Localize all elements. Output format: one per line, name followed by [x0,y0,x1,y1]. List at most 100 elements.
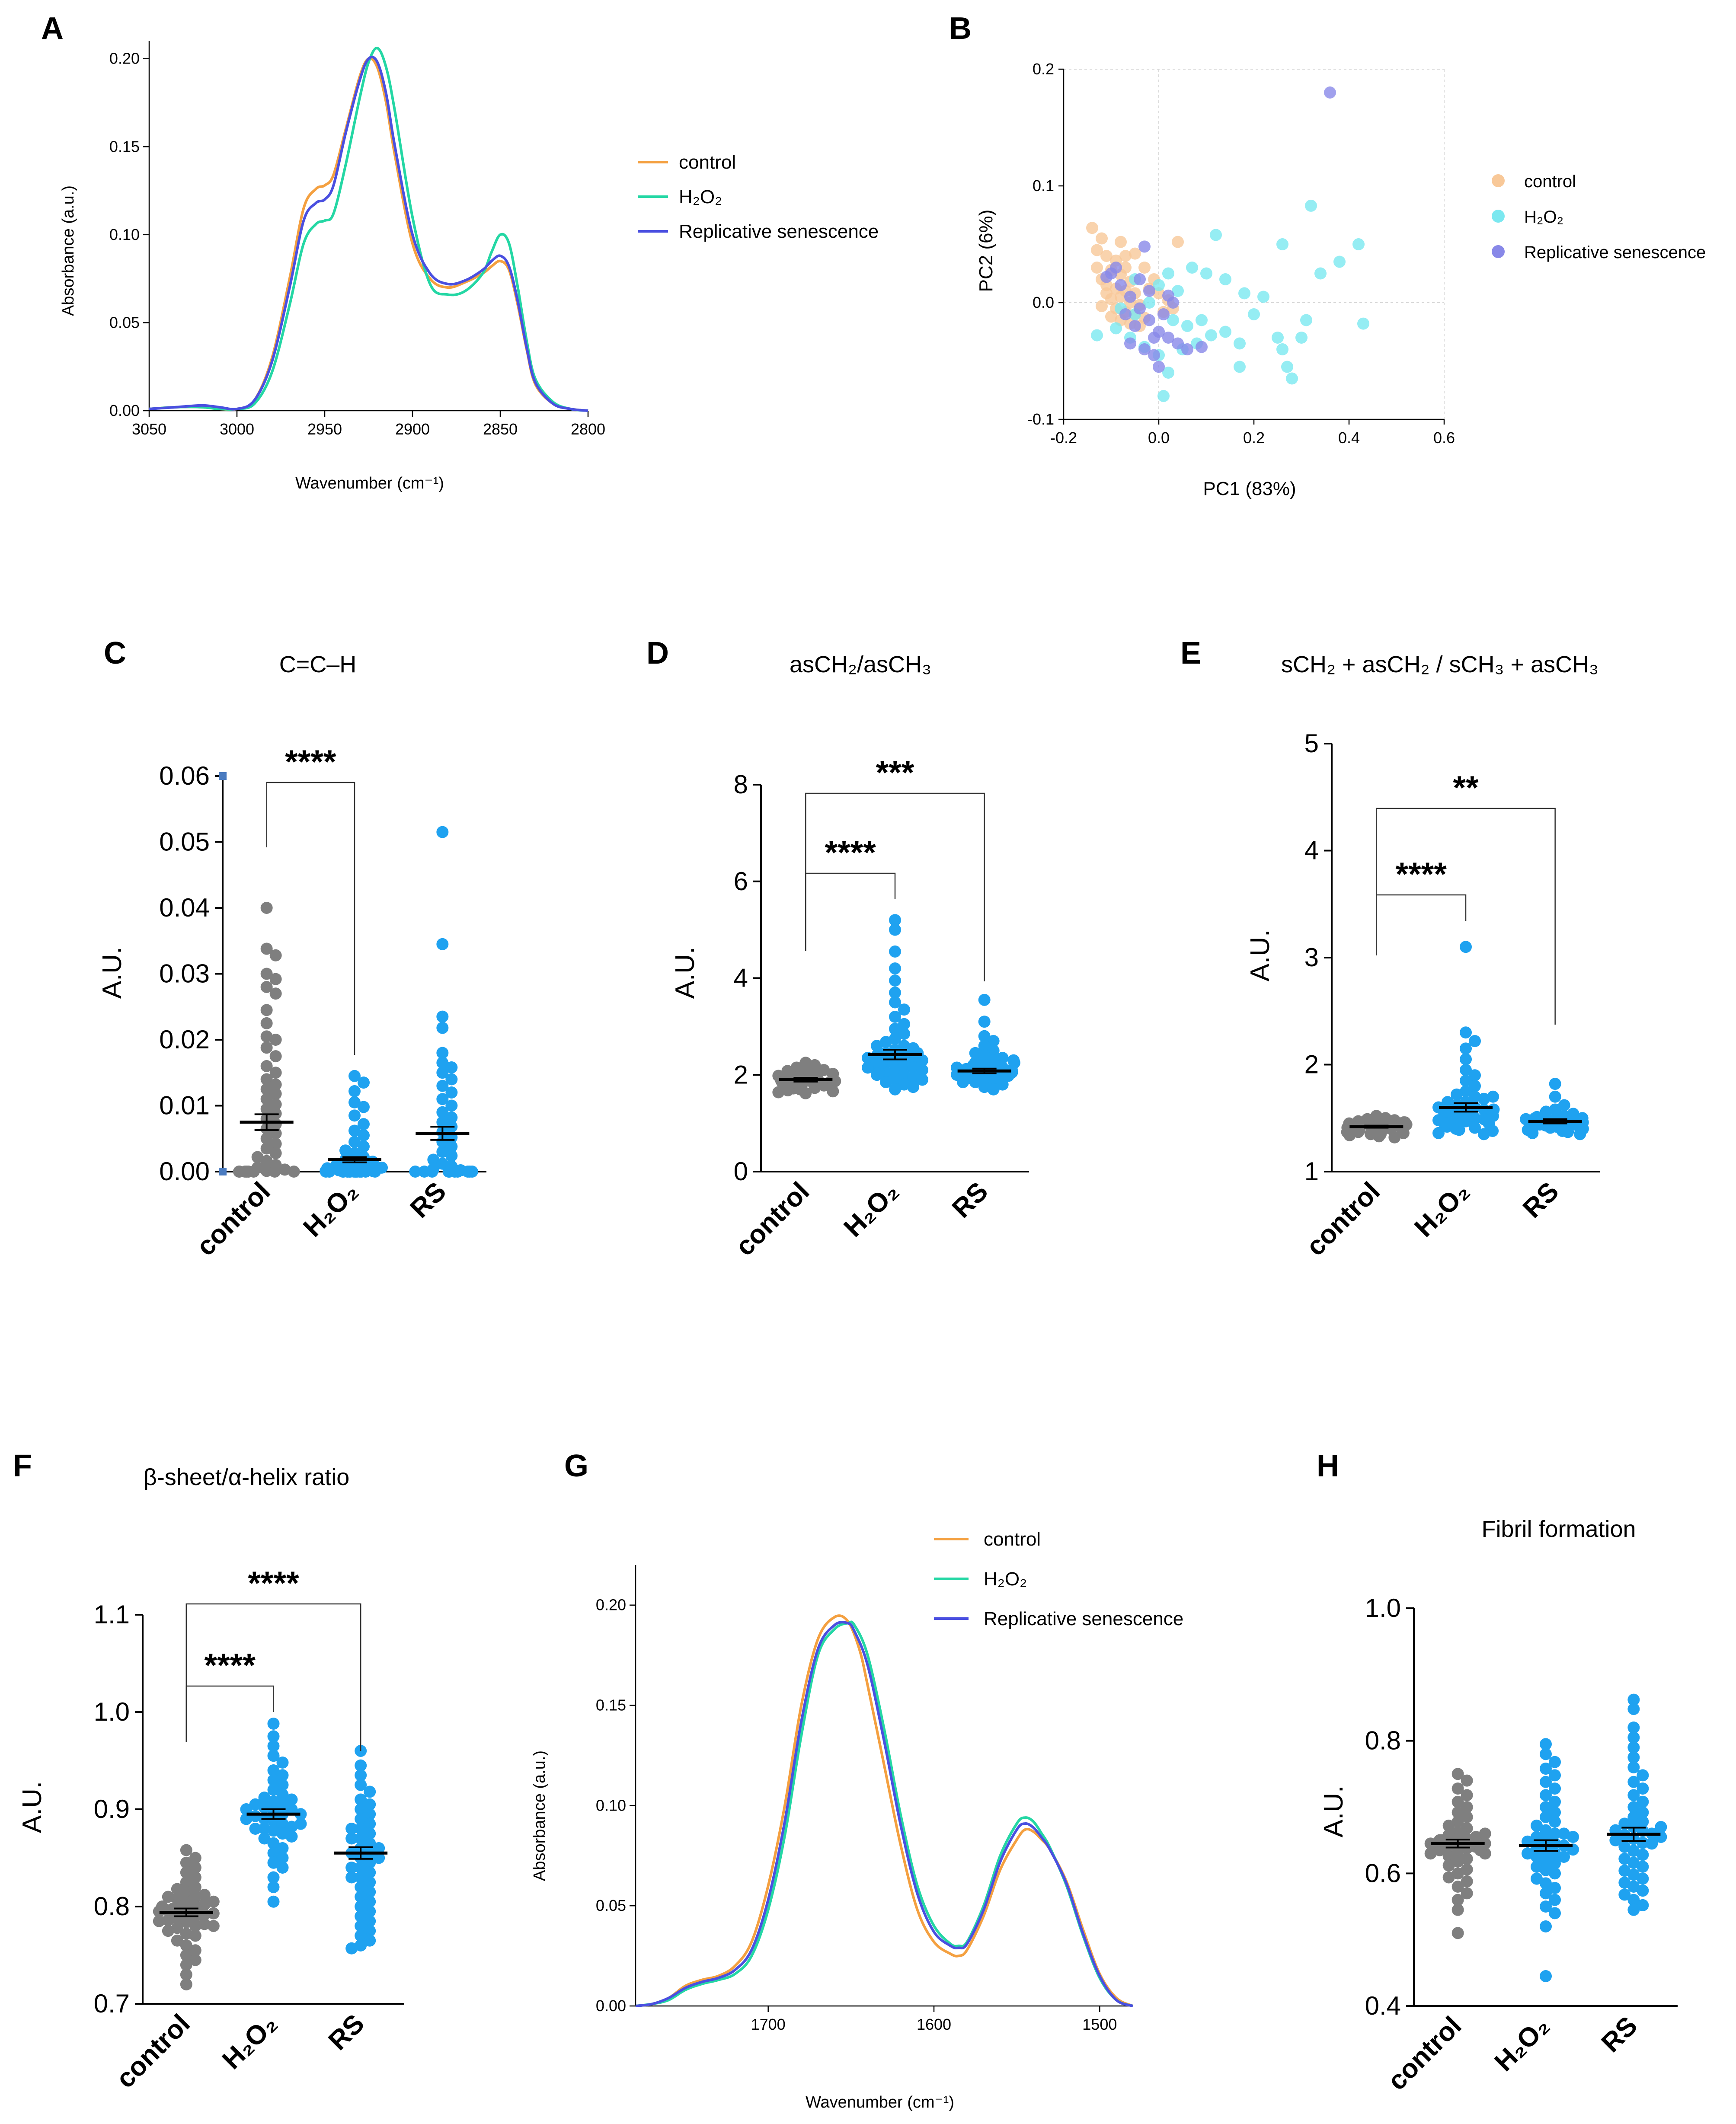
chart-b-point-0 [1172,236,1184,248]
chart-e-y-tick-label: 5 [1304,729,1319,758]
chart-d-category-label: RS [946,1176,994,1224]
chart-g-x-tick-label: 1500 [1082,2015,1117,2033]
chart-e-point-3-1 [1453,1124,1465,1136]
chart-d-point-3-1 [889,962,901,974]
chart-c-point-3-0 [270,1147,282,1159]
chart-c-point-3-2 [436,1022,448,1034]
chart-f-point-3-1 [268,1718,280,1730]
chart-d-significance-bracket [806,873,895,951]
chart-b-point-2 [1196,341,1208,353]
chart-d-category-label: control [730,1176,815,1262]
chart-h-point-3-1 [1558,1827,1570,1840]
panel-label-g: G [564,1449,588,1483]
chart-h-point-3-2 [1627,1703,1640,1715]
chart-h-point-3-2 [1637,1849,1649,1861]
chart-b-x-tick-label: 0.0 [1148,429,1170,447]
chart-a-x-tick-label: 2850 [483,420,518,438]
chart-f-point-3-1 [249,1798,262,1811]
chart-e-point-3-1 [1460,1042,1472,1054]
chart-b-point-1 [1091,329,1103,342]
chart-e-point-3-2 [1549,1091,1561,1103]
chart-h-point-3-1 [1558,1851,1570,1863]
chart-b-point-1 [1300,314,1312,326]
chart-c-point-3-0 [270,1050,282,1062]
chart-c-point-3-0 [261,1041,273,1054]
chart-e-category-label: RS [1517,1176,1565,1224]
chart-b-point-2 [1143,285,1155,297]
chart-e-significance-stars: ** [1453,770,1479,806]
chart-a-series-line-0 [149,58,588,411]
chart-c-point-3-0 [261,1017,273,1029]
chart-f-category-label: control [110,2009,195,2094]
chart-e-point-3-1 [1460,1026,1472,1038]
chart-d-point-3-1 [889,1083,901,1096]
chart-d-point-3-1 [862,1061,874,1073]
chart-f-y-tick-label: 0.9 [94,1795,130,1824]
chart-f-point-3-2 [345,1942,358,1955]
chart-f-point-3-1 [286,1794,298,1806]
chart-e-y-tick-label: 1 [1304,1157,1319,1186]
chart-b-point-0 [1096,233,1108,245]
chart-e-category-label: H₂O₂ [1409,1176,1475,1243]
chart-b-point-0 [1138,262,1151,274]
chart-d-point-3-2 [988,1083,1000,1096]
chart-c-point-3-1 [355,1166,368,1178]
chart-c-category-label: H₂O₂ [297,1176,364,1243]
chart-c-point-3-0 [261,1004,273,1016]
chart-f-title: β-sheet/α-helix ratio [144,1464,349,1490]
legend-g-rs: Replicative senescence [984,1608,1183,1629]
chart-c-point-3-0 [270,949,282,961]
chart-h-point-3-0 [1461,1775,1473,1787]
chart-h-point-3-0 [1479,1827,1491,1840]
chart-g-y-tick-label: 0.15 [596,1696,626,1714]
chart-c-ylabel: A.U. [97,947,127,999]
chart-f-ylabel: A.U. [17,1781,47,1833]
chart-c-point-3-0 [239,1166,251,1178]
chart-g-y-tick-label: 0.20 [596,1596,626,1614]
chart-h-y-tick-label: 0.6 [1365,1859,1401,1888]
chart-f-category-label: RS [323,2009,370,2056]
chart-b-point-2 [1153,361,1165,373]
panel-label-d: D [646,636,669,671]
legend-a-h2o2: H₂O₂ [679,186,722,208]
chart-a-series-line-1 [149,48,588,411]
chart-c-y-tick-label: 0.05 [159,827,210,856]
chart-f-point-3-2 [345,1823,358,1835]
chart-b-point-1 [1281,361,1293,373]
chart-b-point-2 [1124,338,1136,350]
chart-h-title: Fibril formation [1481,1516,1636,1542]
chart-b-point-0 [1100,287,1113,299]
chart-h-point-3-1 [1540,1920,1552,1932]
chart-g-series-line-0 [636,1616,1133,2006]
chart-c-point-3-2 [426,1166,438,1178]
chart-b-point-1 [1305,200,1317,212]
chart-h-point-3-2 [1627,1904,1640,1916]
chart-f-significance-stars: **** [205,1647,256,1684]
chart-d-point-3-1 [871,1040,883,1052]
chart-c-point-3-0 [261,902,273,914]
chart-c-point-3-2 [436,1011,448,1023]
chart-d-significance-stars: **** [825,834,876,871]
chart-h-point-3-1 [1522,1847,1534,1859]
chart-h-point-3-1 [1549,1907,1561,1919]
chart-h-point-3-2 [1646,1837,1658,1849]
chart-f-significance-bracket [186,1686,274,1742]
chart-e-y-tick-label: 4 [1304,836,1319,865]
chart-b-point-1 [1333,256,1346,268]
chart-b-x-tick-label: 0.2 [1243,429,1265,447]
chart-e-point-3-1 [1481,1114,1493,1126]
chart-f-point-3-1 [295,1818,307,1830]
chart-c-point-3-0 [270,973,282,985]
chart-b-point-0 [1091,262,1103,274]
chart-b-point-1 [1276,343,1288,355]
chart-d-point-3-1 [889,924,901,936]
chart-e-point-3-1 [1487,1103,1499,1115]
chart-h-point-3-1 [1540,1970,1552,1982]
chart-b-xlabel: PC1 (83%) [1203,478,1296,499]
chart-c-point-3-0 [288,1166,300,1178]
chart-b-legend: control H₂O₂ Replicative senescence [1492,172,1706,262]
chart-c-y-tick-label: 0.06 [159,761,210,790]
chart-g-series-line-2 [636,1622,1133,2006]
chart-h-point-3-0 [1458,1831,1470,1843]
chart-c-y-tick-label: 0.00 [159,1157,210,1186]
